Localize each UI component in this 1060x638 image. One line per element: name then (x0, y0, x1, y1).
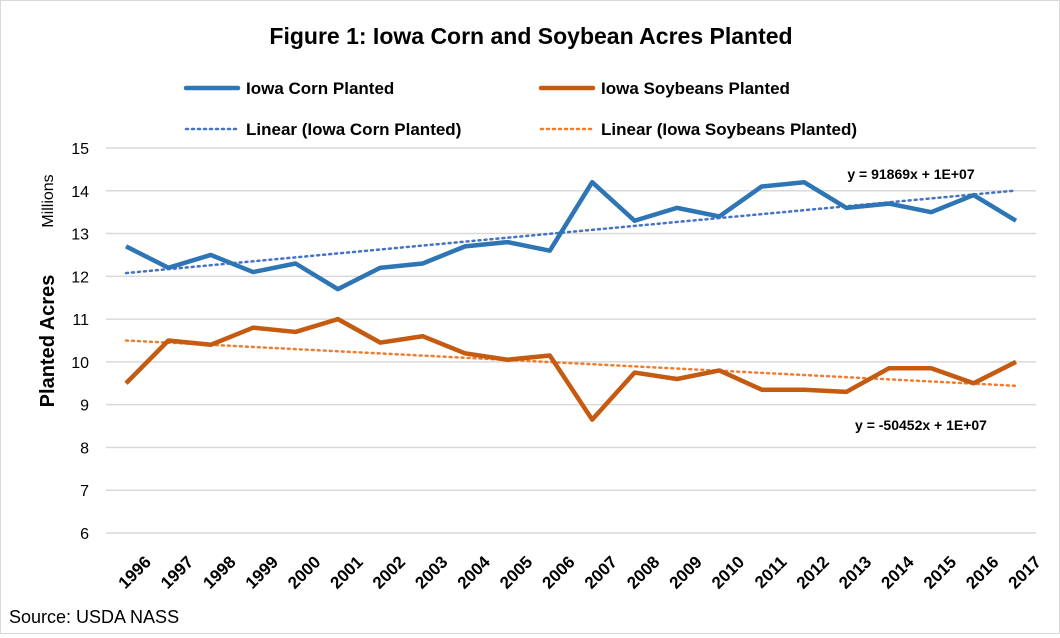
y-tick-label: 11 (72, 312, 89, 329)
x-tick-label: 1996 (115, 552, 155, 592)
chart-title: Figure 1: Iowa Corn and Soybean Acres Pl… (269, 23, 792, 49)
x-tick-label: 2005 (496, 552, 536, 592)
series-line-corn (124, 179, 1018, 292)
legend-label: Iowa Soybeans Planted (601, 79, 790, 98)
source-note: Source: USDA NASS (9, 607, 179, 627)
legend-label: Linear (Iowa Corn Planted) (246, 120, 461, 139)
x-tick-label: 2016 (962, 552, 1002, 592)
y-axis-label: Planted Acres (37, 275, 59, 408)
y-tick-label: 7 (80, 483, 89, 500)
x-tick-label: 2001 (327, 552, 367, 592)
y-axis-unit: Millions (40, 174, 57, 227)
y-tick-label: 14 (71, 184, 89, 201)
x-tick-label: 2011 (751, 552, 791, 592)
trend-equation-corn: y = 91869x + 1E+07 (847, 166, 974, 182)
series-line-soybeans (124, 316, 1018, 422)
y-tick-label: 13 (71, 227, 89, 244)
x-tick-label: 2009 (666, 552, 706, 592)
x-tick-label: 2002 (369, 552, 409, 592)
x-tick-label: 2015 (920, 552, 960, 592)
y-tick-label: 6 (80, 526, 89, 543)
y-tick-label: 9 (80, 398, 89, 415)
x-tick-label: 2007 (581, 552, 621, 592)
x-tick-label: 2003 (411, 552, 451, 592)
y-tick-label: 12 (71, 269, 89, 286)
legend: Iowa Corn Planted Iowa Soybeans Planted Li… (183, 79, 857, 139)
x-tick-label: 2012 (793, 552, 833, 592)
x-tick-label: 2008 (623, 552, 663, 592)
trendline-soybeans (124, 339, 1018, 388)
x-tick-label: 2000 (284, 552, 324, 592)
trend-equation-soybeans: y = -50452x + 1E+07 (855, 417, 987, 433)
y-tick-label: 15 (71, 141, 89, 158)
x-tick-label: 2017 (1005, 552, 1045, 592)
legend-label: Iowa Corn Planted (246, 79, 394, 98)
x-tick-label: 2004 (454, 552, 495, 593)
x-tick-label: 2006 (538, 552, 578, 592)
x-tick-label: 1999 (242, 552, 282, 592)
y-tick-label: 8 (80, 440, 89, 457)
y-tick-label: 10 (71, 355, 89, 372)
x-tick-label: 2013 (835, 552, 875, 592)
x-tick-label: 2014 (878, 552, 919, 593)
x-tick-label: 2010 (708, 552, 748, 592)
x-tick-label: 1998 (199, 552, 239, 592)
x-tick-label: 1997 (157, 552, 197, 592)
legend-label: Linear (Iowa Soybeans Planted) (601, 120, 857, 139)
